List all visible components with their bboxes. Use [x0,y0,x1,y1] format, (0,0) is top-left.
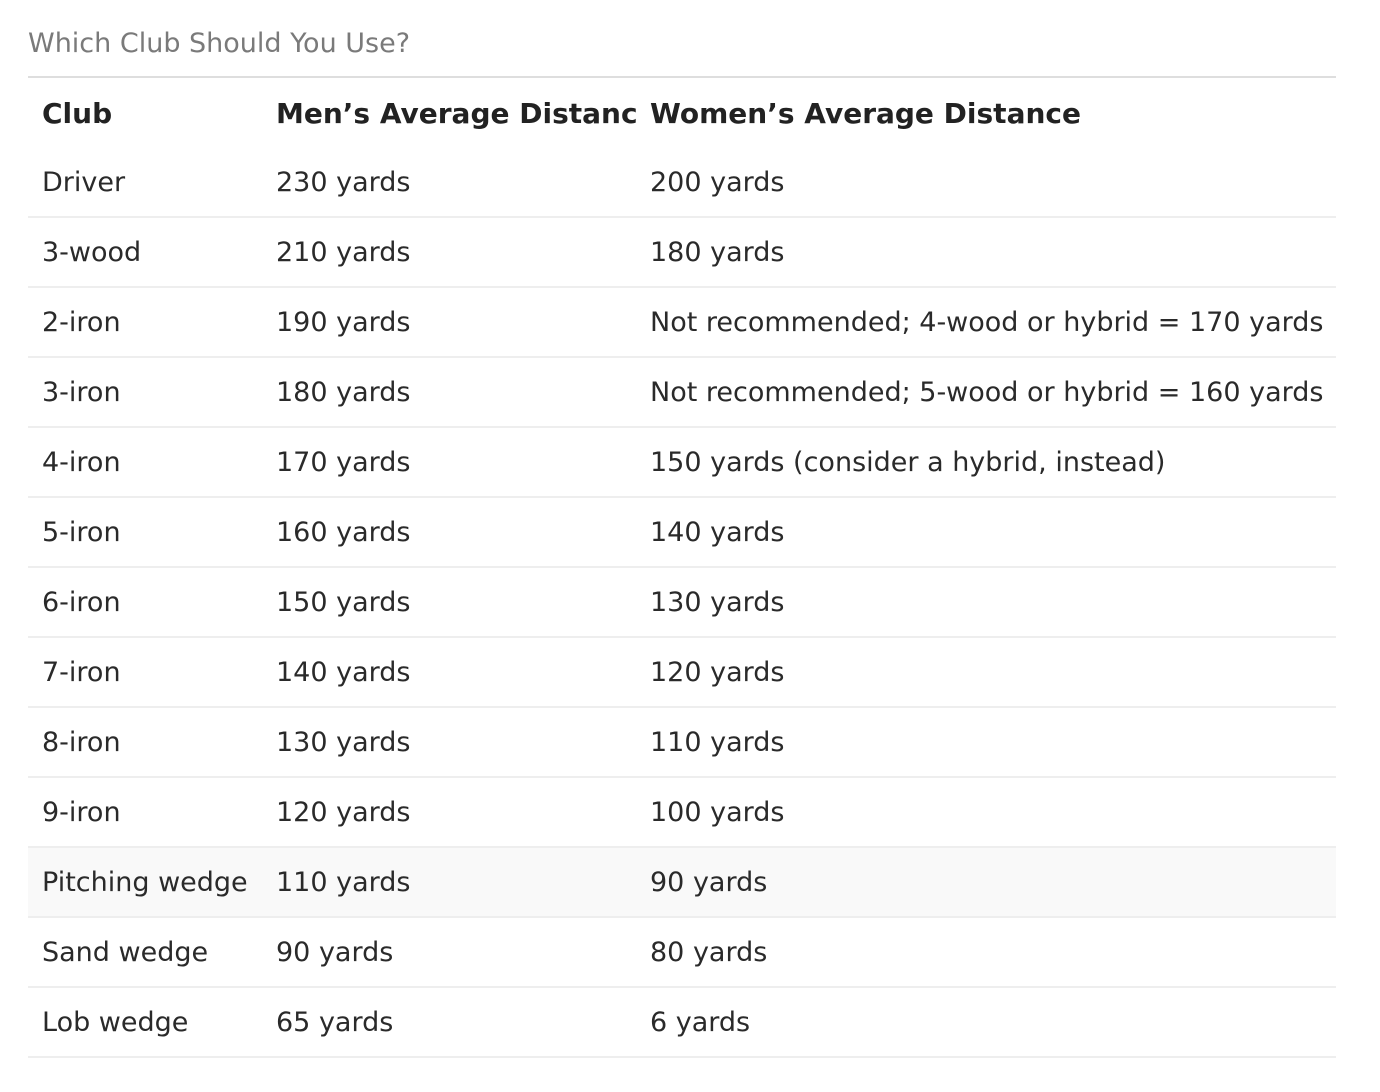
cell-men-distance: 90 yards [262,917,636,988]
cell-men-distance: 130 yards [262,707,636,778]
cell-women-distance: 150 yards (consider a hybrid, instead) [636,427,1336,498]
cell-men-distance: 230 yards [262,148,636,218]
cell-women-distance: 120 yards [636,637,1336,708]
table-row: Sand wedge 90 yards 80 yards [28,917,1336,988]
cell-club: Lob wedge [28,987,262,1058]
cell-women-distance: 130 yards [636,567,1336,638]
header-men-distance: Men’s Average Distance [276,96,636,130]
cell-club: 8-iron [28,707,262,778]
cell-women-distance: 200 yards [636,148,1336,218]
cell-club: 7-iron [28,637,262,708]
cell-men-distance: 190 yards [262,287,636,358]
cell-women-distance: 110 yards [636,707,1336,778]
cell-men-distance: 140 yards [262,637,636,708]
cell-men-distance: 150 yards [262,567,636,638]
cell-men-distance: 180 yards [262,357,636,428]
cell-women-distance: 140 yards [636,497,1336,568]
table-row: 7-iron 140 yards 120 yards [28,637,1336,708]
table-row: 3-wood 210 yards 180 yards [28,217,1336,288]
table-caption: Which Club Should You Use? [28,0,1336,78]
table-row: Driver 230 yards 200 yards [28,148,1336,218]
cell-women-distance: Not recommended; 4-wood or hybrid = 170 … [636,287,1336,358]
cell-men-distance: 210 yards [262,217,636,288]
table-row: Lob wedge 65 yards 6 yards [28,987,1336,1058]
header-women-distance: Women’s Average Distance [650,96,1081,130]
club-distance-table: Club Men’s Average Distance Women’s Aver… [28,78,1336,1058]
table-row: 4-iron 170 yards 150 yards (consider a h… [28,427,1336,498]
cell-club: 4-iron [28,427,262,498]
cell-women-distance: 180 yards [636,217,1336,288]
cell-men-distance: 110 yards [262,847,636,918]
table-row: 8-iron 130 yards 110 yards [28,707,1336,778]
cell-club: 9-iron [28,777,262,848]
cell-club: 5-iron [28,497,262,568]
table-row: Pitching wedge 110 yards 90 yards [28,847,1336,918]
cell-club: Pitching wedge [28,847,262,918]
table-row: 3-iron 180 yards Not recommended; 5-wood… [28,357,1336,428]
cell-club: 3-iron [28,357,262,428]
cell-women-distance: Not recommended; 5-wood or hybrid = 160 … [636,357,1336,428]
cell-women-distance: 100 yards [636,777,1336,848]
table-row: 2-iron 190 yards Not recommended; 4-wood… [28,287,1336,358]
cell-women-distance: 6 yards [636,987,1336,1058]
cell-men-distance: 170 yards [262,427,636,498]
cell-men-distance: 160 yards [262,497,636,568]
cell-men-distance: 120 yards [262,777,636,848]
cell-club: Sand wedge [28,917,262,988]
cell-men-distance: 65 yards [262,987,636,1058]
cell-club: Driver [28,148,262,218]
cell-club: 6-iron [28,567,262,638]
cell-women-distance: 80 yards [636,917,1336,988]
header-club: Club [42,96,113,130]
table-header-row: Club Men’s Average Distance Women’s Aver… [28,78,1336,148]
cell-club: 3-wood [28,217,262,288]
cell-women-distance: 90 yards [636,847,1336,918]
table-row: 9-iron 120 yards 100 yards [28,777,1336,848]
table-row: 6-iron 150 yards 130 yards [28,567,1336,638]
cell-club: 2-iron [28,287,262,358]
club-distance-section: Which Club Should You Use? Club Men’s Av… [28,0,1336,1058]
table-row: 5-iron 160 yards 140 yards [28,497,1336,568]
